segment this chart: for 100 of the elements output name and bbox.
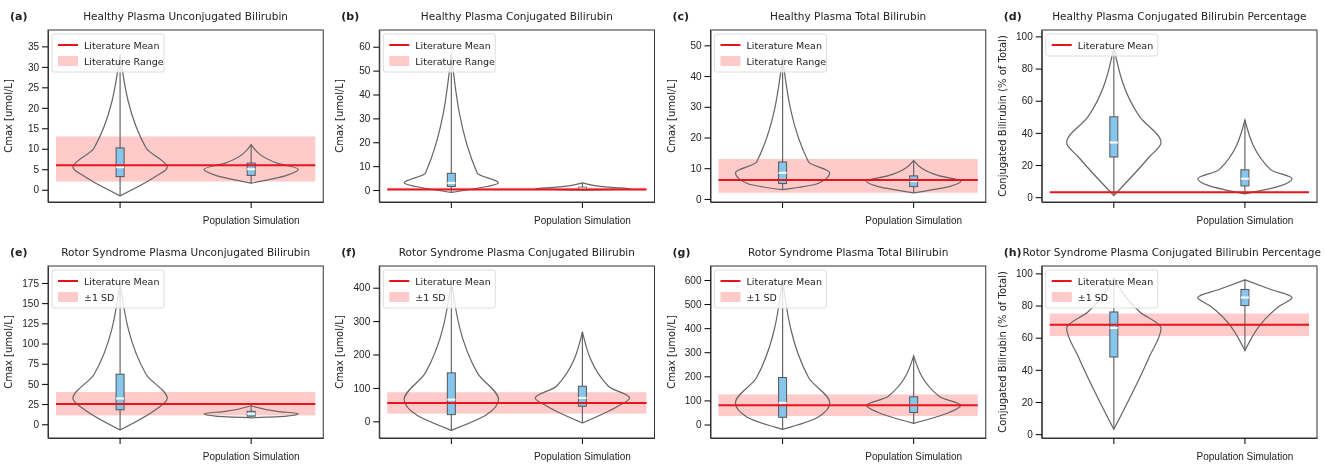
legend-label: Literature Mean [746,39,822,51]
y-tick-label: 80 [1021,63,1034,75]
legend-label: ±1 SD [415,291,446,303]
y-tick-label: 20 [690,132,702,144]
y-tick-label: 300 [353,315,371,327]
legend-label: ±1 SD [746,291,777,303]
y-tick-label: 10 [359,160,371,172]
text: (a) [10,10,28,23]
chart-title: Rotor Syndrome Plasma Unconjugated Bilirubin [61,246,311,258]
legend-label: Literature Mean [1077,275,1154,287]
legend-label: Literature Mean [415,275,491,287]
y-tick-label: 50 [690,40,702,52]
y-tick-label: 15 [27,122,40,134]
y-tick-label: 40 [359,89,371,101]
y-tick-label: 150 [22,297,40,309]
y-tick-label: 50 [359,65,371,77]
y-tick-label: 175 [22,277,40,289]
y-tick-label: 0 [1027,428,1034,440]
y-tick-label: 60 [359,41,371,53]
y-tick-label: 600 [684,274,702,286]
chart-title: Rotor Syndrome Plasma Total Bilirubin [747,246,949,258]
y-tick-label: 40 [1021,364,1034,376]
y-tick-label: 40 [1021,127,1034,139]
y-axis-title: Cmax [umol/L] [665,79,677,153]
x-tick-label: Population Simulation [1196,215,1294,226]
y-axis-title: Cmax [umol/L] [665,315,677,389]
y-tick-label: 100 [1016,268,1034,280]
x-tick-label: Population Simulation [202,215,300,226]
y-tick-label: 75 [27,358,40,370]
x-tick-label: Population Simulation [1196,451,1294,462]
y-tick-label: 35 [27,41,40,53]
y-tick-label: 100 [684,395,702,407]
y-tick-label: 100 [22,338,40,350]
x-tick-label: Population Simulation [202,451,300,462]
y-tick-label: 30 [690,101,702,113]
y-axis-title: Conjugated Bilirubin (% of Total) [996,35,1008,197]
y-tick-label: 400 [353,282,371,294]
chart-title: Healthy Plasma Conjugated Bilirubin [420,10,613,22]
y-axis-title: Cmax [umol/L] [3,315,14,389]
legend-label: Literature Range [415,55,496,67]
chart-title: Healthy Plasma Unconjugated Bilirubin [83,10,289,22]
legend-label: ±1 SD [84,291,115,303]
y-tick-label: 25 [27,398,40,410]
chart-title: Healthy Plasma Total Bilirubin [770,10,927,22]
text: (e) [10,246,28,259]
y-tick-label: 200 [684,371,702,383]
legend-label: Literature Mean [84,39,160,51]
text: (f) [341,246,357,259]
y-tick-label: 20 [1021,159,1034,171]
y-axis-title: Conjugated Bilirubin (% of Total) [996,271,1008,433]
x-tick-label: Population Simulation [534,451,631,462]
x-tick-label: Population Simulation [865,451,963,462]
y-tick-label: 0 [695,193,702,205]
y-tick-label: 30 [359,113,371,125]
chart-title: Rotor Syndrome Plasma Conjugated Bilirubin Percentage [1022,246,1321,258]
y-tick-label: 80 [1021,300,1034,312]
y-tick-label: 0 [1027,191,1034,203]
y-tick-label: 5 [33,163,40,175]
legend-label: Literature Mean [415,39,491,51]
legend-label: Literature Mean [84,275,160,287]
text: (d) [1003,10,1022,23]
chart-title: Healthy Plasma Conjugated Bilirubin Percentage [1052,10,1307,22]
y-axis-title: Cmax [umol/L] [334,315,346,389]
y-tick-label: 60 [1021,332,1034,344]
y-tick-label: 40 [690,70,702,82]
text: (g) [672,246,691,259]
legend-label: Literature Mean [746,275,822,287]
chart-title: Rotor Syndrome Plasma Conjugated Bilirubin [398,246,635,258]
y-axis-title: Cmax [umol/L] [3,79,14,153]
y-tick-label: 0 [33,184,40,196]
legend-label: Literature Range [746,55,827,67]
y-tick-label: 0 [364,184,371,196]
y-tick-label: 25 [27,82,40,94]
y-tick-label: 200 [353,349,371,361]
legend-label: Literature Mean [1077,39,1154,51]
y-tick-label: 500 [684,298,702,310]
y-tick-label: 20 [1021,396,1034,408]
text: (c) [672,10,690,23]
text: (b) [341,10,360,23]
y-tick-label: 100 [353,382,371,394]
y-tick-label: 400 [684,322,702,334]
y-axis-title: Cmax [umol/L] [334,79,346,153]
y-tick-label: 125 [22,318,40,330]
y-tick-label: 0 [33,418,40,430]
x-tick-label: Population Simulation [534,215,631,226]
legend-label: Literature Range [84,55,164,67]
y-tick-label: 300 [684,346,702,358]
y-tick-label: 30 [27,61,40,73]
legend-label: ±1 SD [1077,291,1109,303]
y-tick-label: 0 [695,419,702,431]
y-tick-label: 20 [359,136,371,148]
y-tick-label: 20 [27,102,40,114]
y-tick-label: 100 [1016,31,1034,43]
y-tick-label: 10 [27,143,40,155]
x-tick-label: Population Simulation [865,215,963,226]
y-tick-label: 0 [364,416,371,427]
y-tick-label: 60 [1021,95,1034,107]
y-tick-label: 10 [690,162,702,174]
y-tick-label: 50 [27,378,40,390]
text: (h) [1003,246,1022,259]
